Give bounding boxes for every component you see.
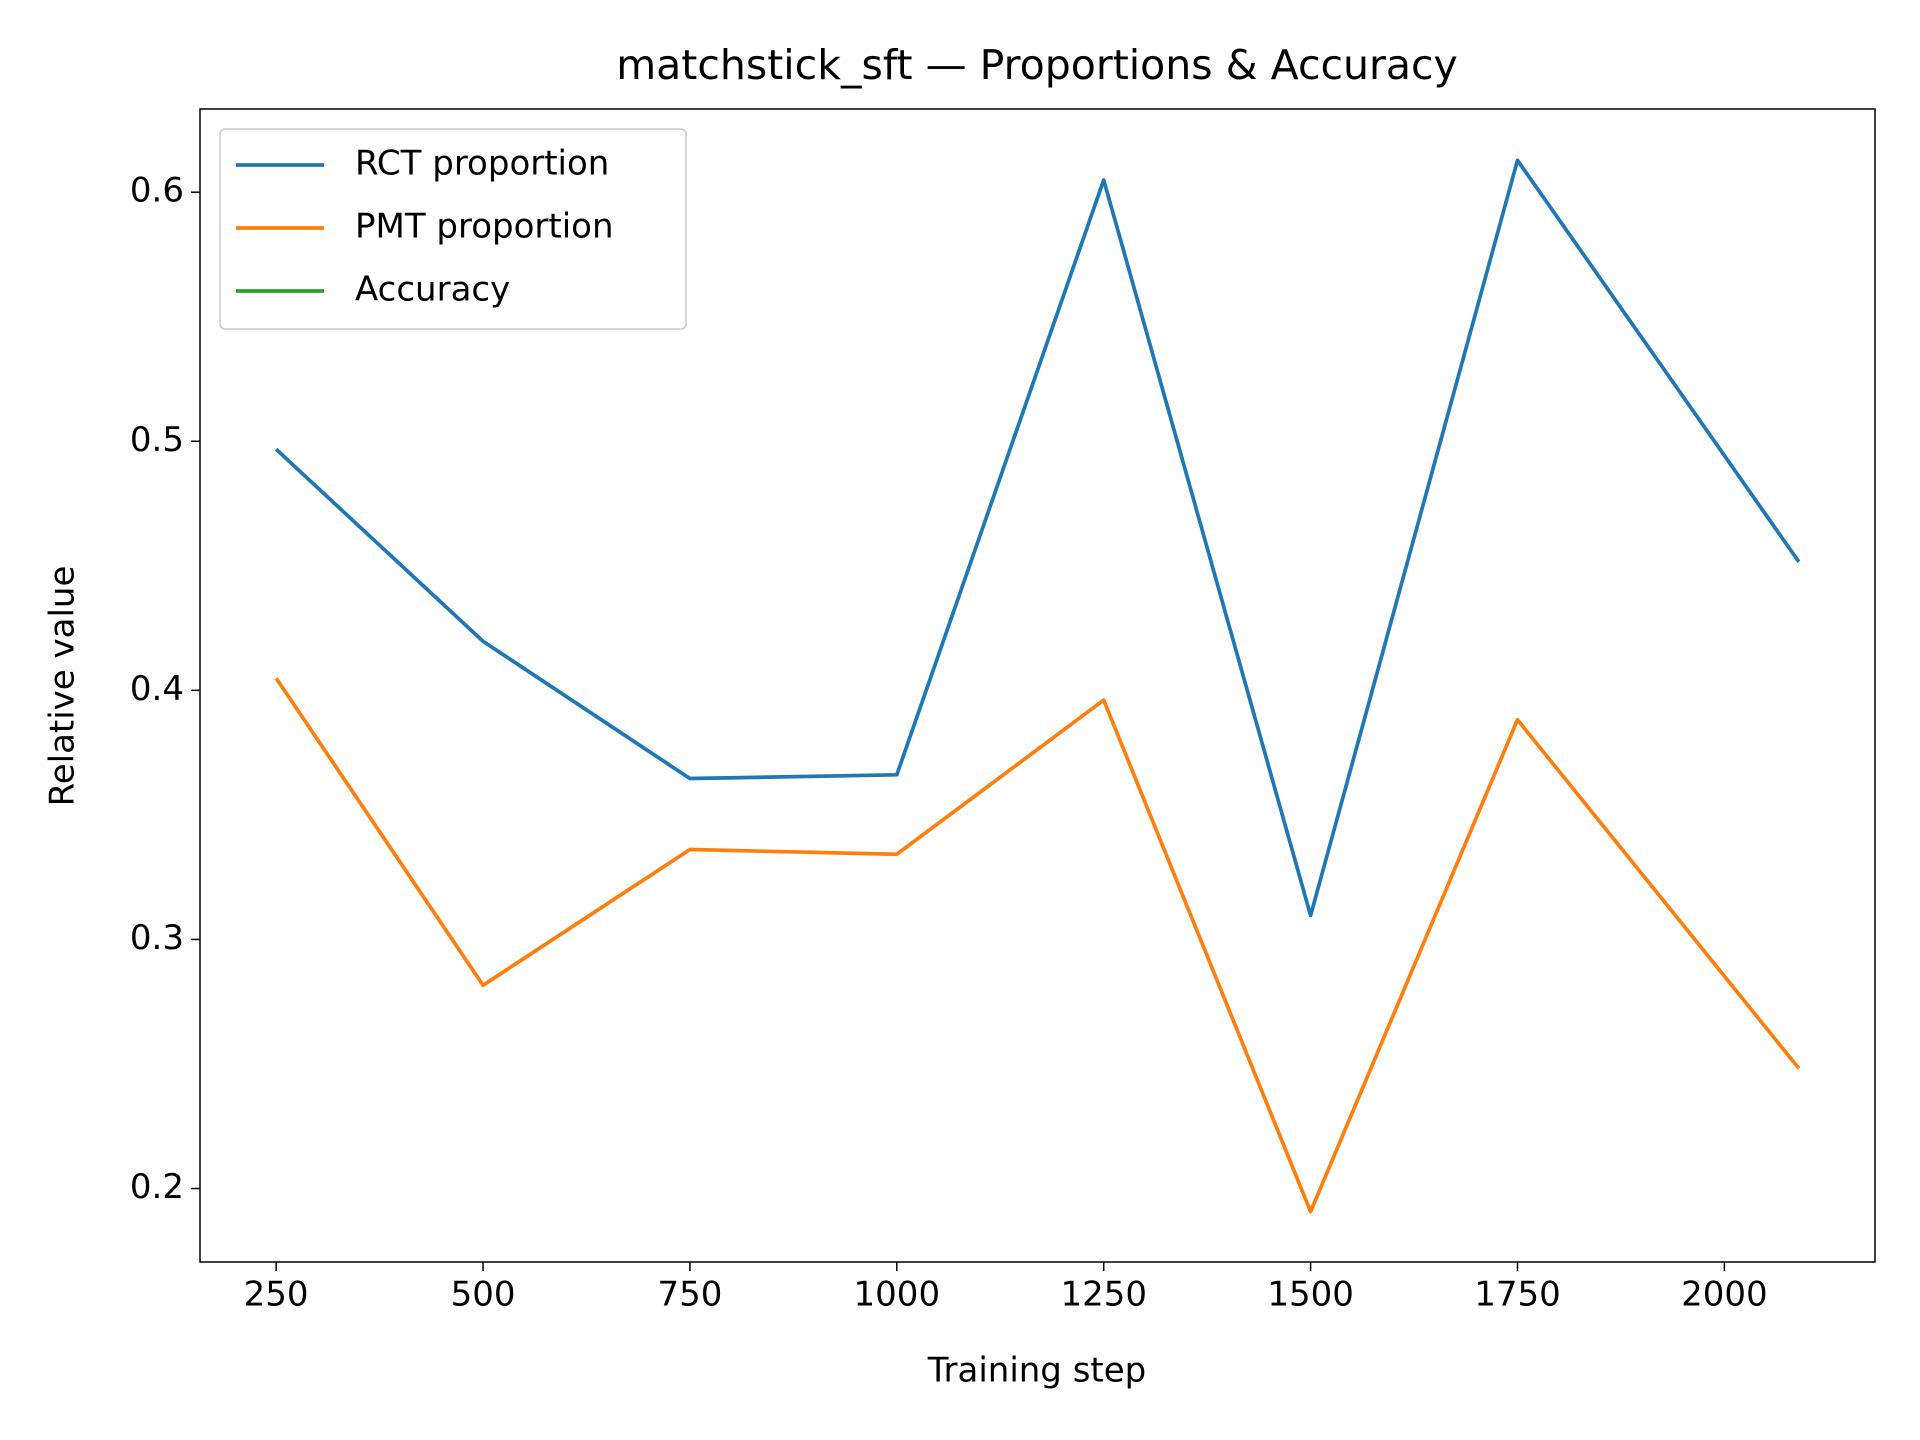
legend-box: [219, 128, 687, 330]
y-tick-label: 0.6: [130, 171, 184, 211]
y-tick-label: 0.3: [130, 918, 184, 958]
series-line: [274, 158, 1801, 918]
x-tick-label: 750: [657, 1275, 722, 1315]
x-tick-label: 1000: [854, 1275, 941, 1315]
legend-label: PMT proportion: [355, 207, 614, 247]
x-tick-label: 1500: [1267, 1275, 1354, 1315]
x-axis-label: Training step: [927, 1351, 1147, 1391]
x-tick-label: 500: [451, 1275, 516, 1315]
legend-label: RCT proportion: [355, 144, 609, 184]
y-tick-label: 0.5: [130, 420, 184, 460]
x-tick-label: 2000: [1681, 1275, 1768, 1315]
y-axis-label: Relative value: [43, 566, 83, 807]
y-tick-label: 0.2: [130, 1167, 184, 1207]
series-line: [274, 677, 1801, 1214]
x-tick-label: 1750: [1474, 1275, 1561, 1315]
x-tick-label: 1250: [1060, 1275, 1147, 1315]
legend-label: Accuracy: [355, 270, 510, 310]
y-tick-label: 0.4: [130, 669, 184, 709]
chart-title: matchstick_sft — Proportions & Accuracy: [616, 41, 1458, 89]
x-tick-label: 250: [244, 1275, 309, 1315]
plot-frame: [199, 108, 1876, 1263]
